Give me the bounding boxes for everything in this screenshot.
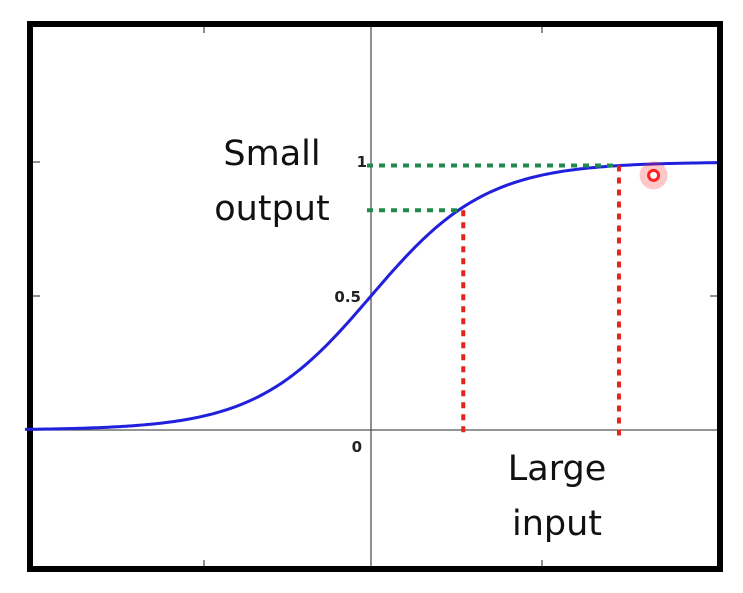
small-output-line-2: output <box>214 189 329 229</box>
large-input-line-1: Large <box>508 449 606 489</box>
large-input-line-2: input <box>512 504 602 544</box>
y-tick-label-0-5: 0.5 <box>334 288 361 306</box>
sigmoid-curve <box>24 161 718 431</box>
large-input-label: Large input <box>508 449 606 544</box>
small-output-line-1: Small <box>223 134 320 174</box>
x-tick-label-0: 0 <box>352 438 362 456</box>
plot-area: 0.5 1 0 <box>24 27 718 566</box>
y-tick-label-1: 1 <box>357 153 367 171</box>
small-output-label: Small output <box>214 134 329 229</box>
cursor-marker <box>647 168 661 182</box>
figure-frame <box>27 21 723 572</box>
